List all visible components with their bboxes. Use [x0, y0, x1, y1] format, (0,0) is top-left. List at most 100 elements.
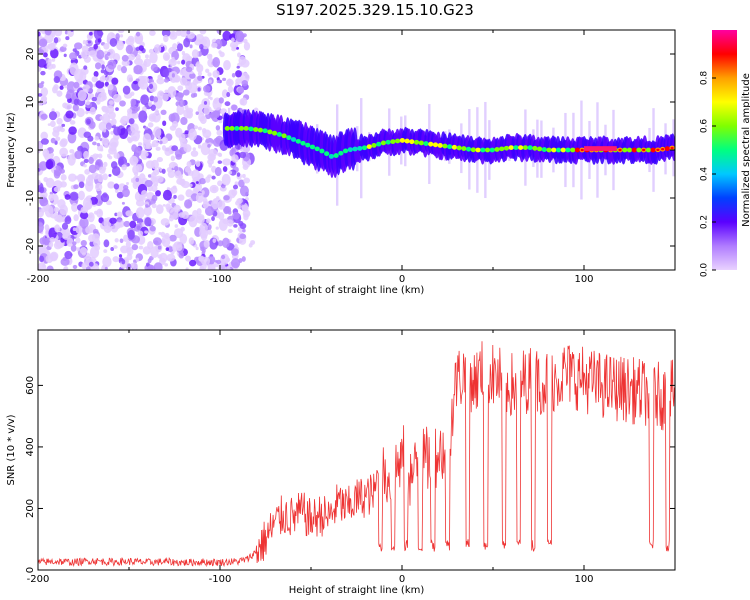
noise-point	[180, 226, 185, 232]
band-peak	[234, 125, 240, 131]
noise-point	[63, 53, 67, 58]
noise-point	[96, 49, 105, 60]
noise-point	[151, 194, 158, 202]
noise-point	[188, 128, 198, 141]
x-tick-label: -200	[27, 274, 50, 285]
noise-point	[211, 216, 215, 222]
noise-point	[113, 245, 118, 249]
noise-point	[88, 156, 94, 165]
noise-point	[68, 173, 77, 182]
noise-point	[221, 254, 226, 260]
y-tick-label: 600	[25, 376, 36, 395]
noise-point	[142, 133, 152, 145]
noise-point	[217, 160, 223, 164]
noise-point	[152, 169, 160, 176]
noise-point	[209, 154, 216, 161]
band-peak	[309, 144, 316, 150]
noise-point	[65, 110, 74, 119]
noise-point	[217, 240, 224, 247]
noise-point	[47, 58, 52, 65]
band-peak	[636, 147, 642, 153]
noise-point	[199, 265, 205, 270]
colorbar-tick-label: 0.2	[700, 215, 710, 229]
noise-point	[218, 50, 222, 54]
band-peak	[409, 139, 415, 145]
noise-point	[53, 207, 60, 213]
band-peak	[352, 146, 358, 152]
band-peak	[447, 144, 453, 150]
noise-point	[54, 214, 62, 222]
noise-point	[153, 96, 159, 103]
noise-point	[76, 173, 86, 182]
noise-point	[80, 240, 87, 247]
noise-point	[206, 218, 211, 224]
noise-point	[101, 113, 111, 125]
noise-point	[126, 74, 133, 83]
x-tick-label: -200	[27, 574, 50, 585]
noise-point	[38, 38, 48, 48]
noise-point	[150, 159, 159, 170]
noise-point	[111, 118, 117, 126]
noise-point	[60, 257, 70, 266]
noise-point	[199, 30, 207, 35]
noise-point	[53, 84, 59, 91]
noise-point	[230, 37, 235, 43]
band-peak	[229, 125, 235, 131]
noise-point	[202, 129, 212, 139]
noise-point	[131, 262, 138, 270]
noise-point	[222, 237, 230, 249]
noise-point	[103, 42, 110, 50]
band-peak	[428, 141, 434, 147]
noise-point	[195, 61, 201, 68]
noise-point	[53, 241, 63, 250]
noise-point	[200, 246, 205, 252]
noise-point	[151, 184, 158, 193]
noise-point	[103, 239, 110, 248]
noise-point	[176, 104, 185, 116]
noise-point	[59, 204, 68, 216]
noise-point	[132, 80, 138, 85]
band-peak	[456, 145, 462, 151]
noise-point	[95, 62, 102, 70]
noise-point	[99, 148, 104, 152]
noise-point	[141, 190, 148, 197]
noise-point	[66, 237, 74, 247]
noise-point	[167, 246, 174, 253]
band-peak	[371, 142, 377, 148]
noise-point	[46, 265, 54, 270]
noise-point	[64, 103, 73, 110]
band-peak	[536, 146, 543, 152]
noise-point	[239, 233, 247, 240]
noise-point	[207, 159, 214, 165]
noise-point	[207, 144, 211, 148]
noise-point	[197, 75, 203, 81]
noise-point	[144, 217, 152, 227]
noise-point	[130, 98, 137, 107]
noise-point	[199, 38, 208, 46]
noise-point	[238, 179, 245, 188]
noise-point	[147, 264, 156, 270]
band-peak	[494, 147, 500, 152]
band-peak	[546, 147, 552, 153]
noise-point	[59, 147, 69, 157]
noise-point	[96, 142, 101, 147]
noise-point	[72, 104, 79, 112]
noise-point	[154, 109, 159, 115]
band-peak	[248, 126, 254, 132]
band-peak	[276, 132, 282, 137]
band-peak-core	[656, 148, 660, 152]
noise-point	[185, 255, 191, 262]
noise-point	[60, 181, 67, 188]
noise-point	[147, 258, 152, 264]
noise-point	[44, 30, 52, 36]
noise-point	[96, 98, 101, 105]
noise-point	[106, 51, 111, 56]
noise-point	[126, 263, 132, 270]
noise-point	[180, 116, 188, 126]
noise-point	[215, 241, 219, 246]
noise-point	[244, 74, 250, 81]
noise-point	[42, 148, 50, 158]
noise-point	[195, 160, 201, 168]
noise-point	[164, 147, 172, 157]
noise-point	[98, 200, 103, 204]
